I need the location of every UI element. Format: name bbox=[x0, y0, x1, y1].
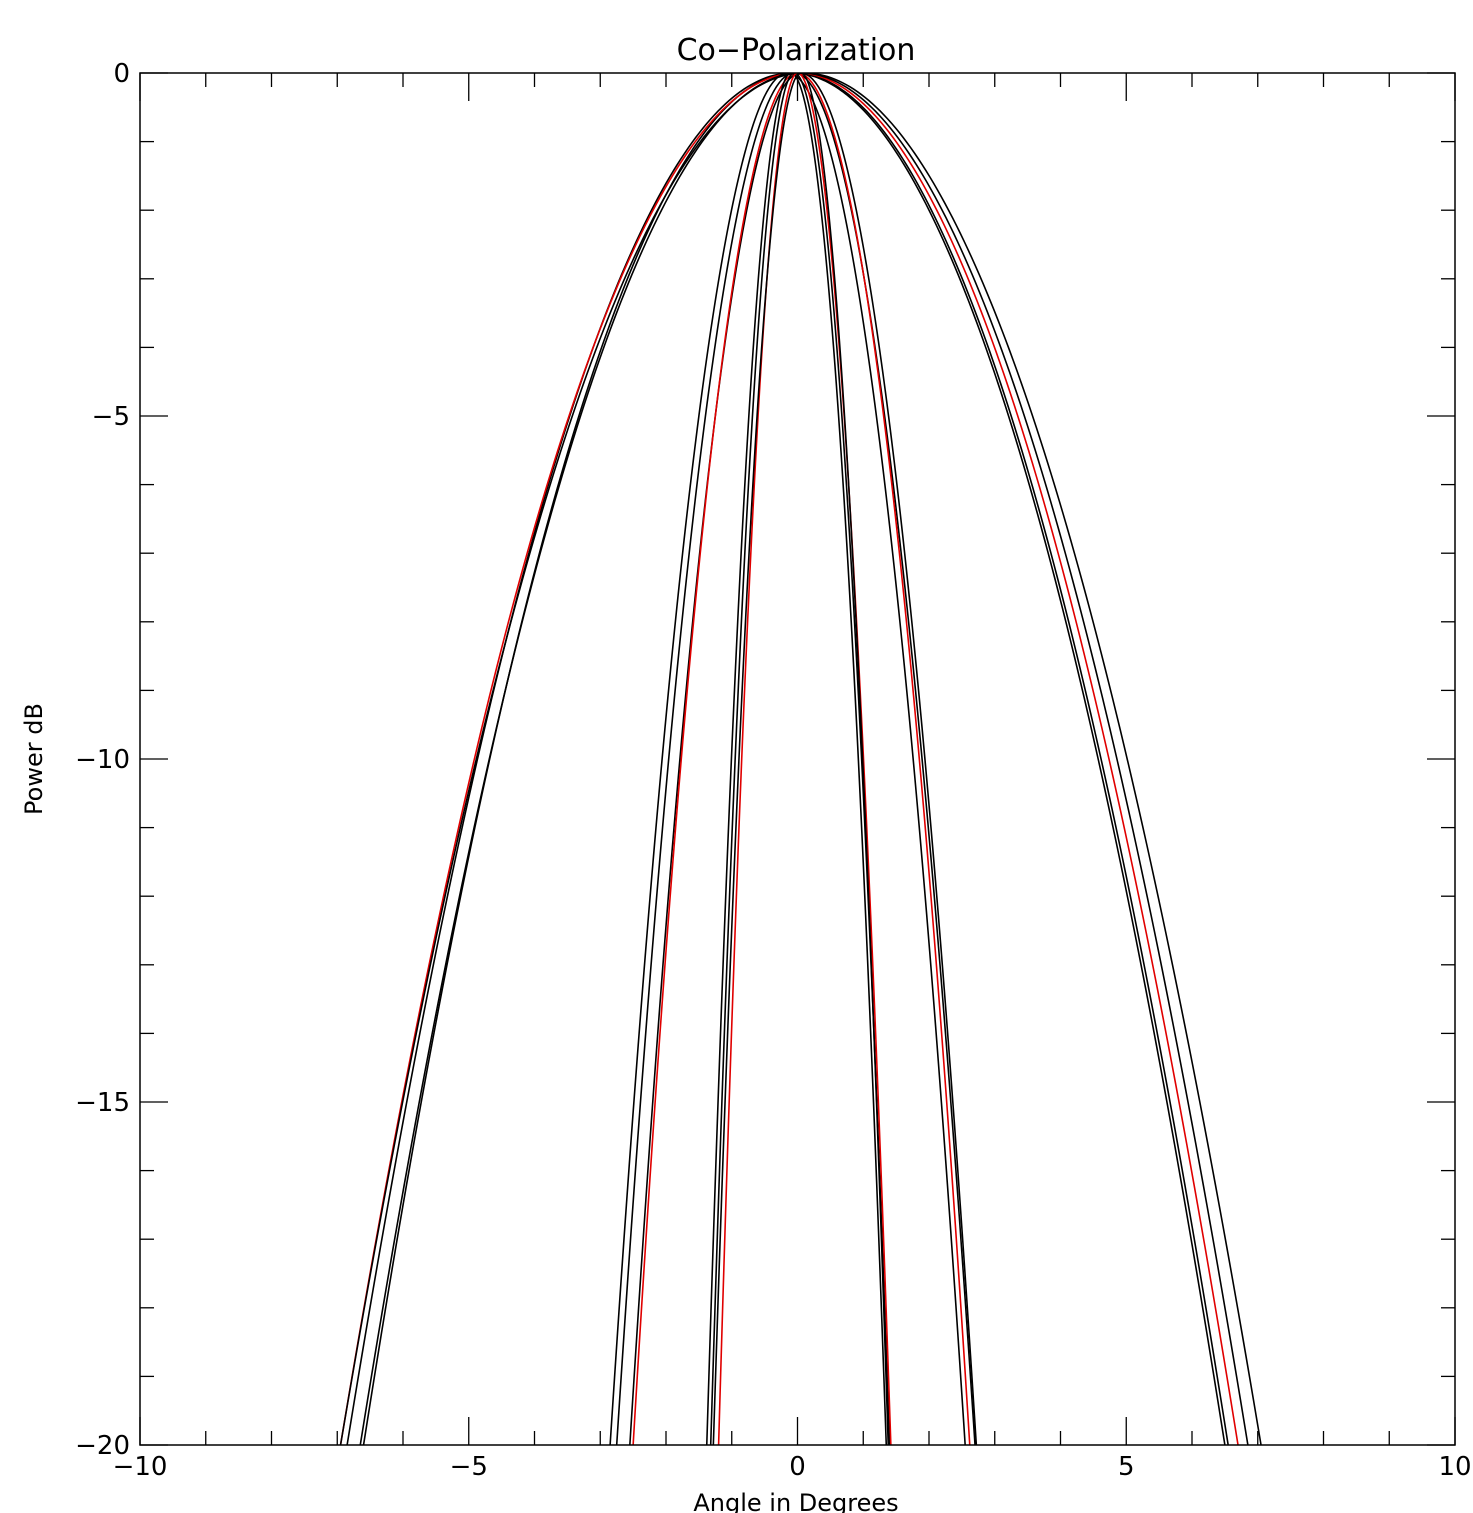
x-tick-label: −10 bbox=[113, 1452, 168, 1482]
series-line-13-black bbox=[712, 73, 890, 1445]
series-line-6-black bbox=[609, 73, 966, 1445]
x-axis-label: Angle in Degrees bbox=[693, 1489, 898, 1513]
chart-title: Co−Polarization bbox=[677, 33, 916, 68]
series-line-4-black bbox=[359, 73, 1249, 1445]
series-line-1-black bbox=[346, 73, 1226, 1445]
x-tick-label: −5 bbox=[450, 1452, 488, 1482]
axis-ticks bbox=[139, 72, 1456, 1446]
series-line-11-black bbox=[709, 73, 891, 1445]
x-tick-label: 0 bbox=[789, 1452, 806, 1482]
plot-frame bbox=[139, 72, 1456, 1446]
series-line-10-black bbox=[705, 73, 888, 1445]
series-line-8-black bbox=[629, 73, 978, 1445]
y-tick-label: −10 bbox=[75, 745, 130, 775]
series-line-5-black bbox=[339, 73, 1262, 1445]
axis-tick-labels: −10 −5 0 5 10 0 −5 −10 −15 −20 bbox=[75, 59, 1471, 1482]
y-tick-label: −20 bbox=[75, 1431, 130, 1461]
x-tick-label: 5 bbox=[1118, 1452, 1135, 1482]
y-tick-label: −5 bbox=[92, 402, 130, 432]
y-axis-label: Power dB bbox=[20, 703, 48, 815]
x-tick-label: 10 bbox=[1438, 1452, 1471, 1482]
series-line-7-black bbox=[615, 73, 976, 1445]
series-line-9-red bbox=[632, 73, 971, 1445]
series-line-3-red bbox=[339, 73, 1239, 1445]
y-tick-label: 0 bbox=[113, 59, 130, 89]
y-tick-label: −15 bbox=[75, 1088, 130, 1118]
